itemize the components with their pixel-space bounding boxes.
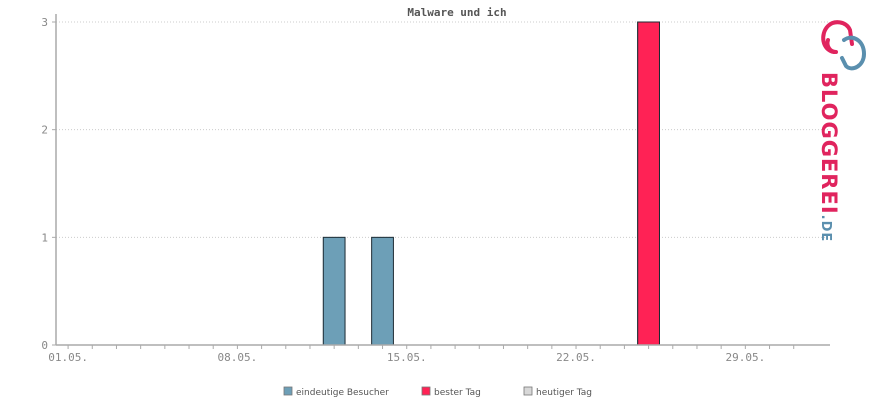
y-tick-label: 2: [41, 124, 48, 137]
x-tick-label: 22.05.: [556, 351, 596, 364]
grid: [56, 21, 830, 238]
legend-label: heutiger Tag: [536, 388, 592, 398]
y-tick-label: 3: [41, 16, 48, 29]
logo-icon: [821, 20, 867, 71]
bar: [371, 236, 394, 346]
chart-title: Malware und ich: [407, 6, 506, 19]
x-tick-label: 29.05.: [725, 351, 765, 364]
logo-text-main: BLOGGEREI: [817, 72, 841, 215]
x-tick-label: 08.05.: [218, 351, 258, 364]
legend-label: bester Tag: [434, 388, 481, 398]
logo-text-suffix: .DE: [818, 215, 833, 243]
y-tick-label: 1: [41, 231, 48, 244]
bars: [322, 21, 660, 346]
axes: 0 1 2 3 01.05. 08.05. 15.05. 22.05. 29.05.: [41, 14, 830, 364]
legend-swatch: [523, 386, 533, 396]
y-tick-label: 0: [41, 339, 48, 352]
bar: [637, 21, 660, 346]
svg-text:BLOGGEREI.DE: BLOGGEREI.DE: [817, 72, 841, 242]
legend-swatch: [421, 386, 431, 396]
x-tick-label: 15.05.: [387, 351, 427, 364]
legend: eindeutige Besucher bester Tag heutiger Ta…: [283, 386, 592, 398]
bar: [322, 236, 346, 346]
bloggerei-logo: BLOGGEREI.DE: [817, 20, 867, 242]
legend-swatch: [283, 386, 293, 396]
x-tick-label: 01.05.: [48, 351, 88, 364]
legend-label: eindeutige Besucher: [296, 388, 389, 398]
